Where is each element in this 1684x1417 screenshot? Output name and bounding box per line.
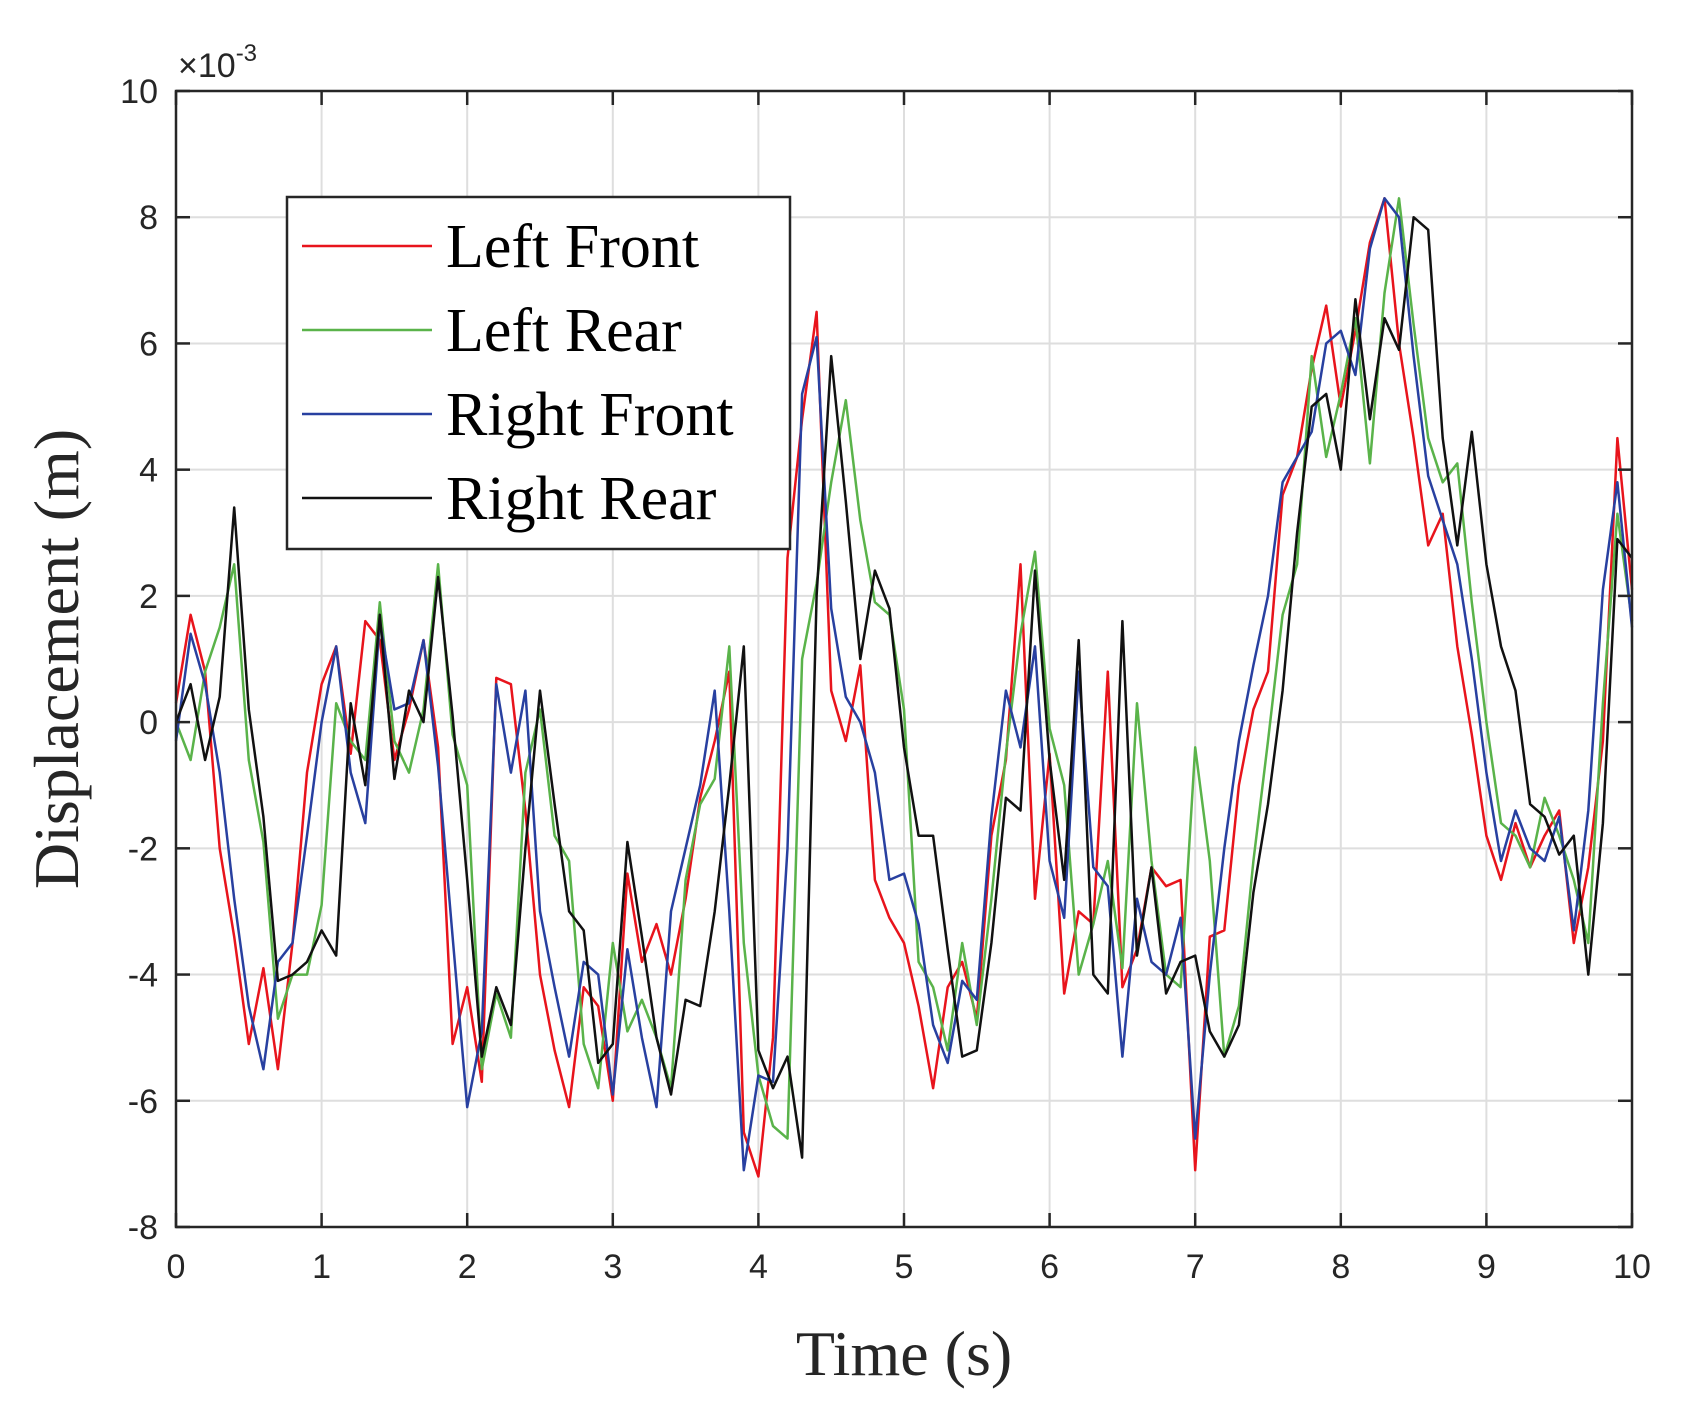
legend-box <box>285 195 792 551</box>
y-tick-label: -2 <box>128 830 158 868</box>
x-tick-label: 2 <box>458 1248 477 1286</box>
legend-label-3: Right Rear <box>446 465 717 533</box>
legend-label-2: Right Front <box>446 381 734 449</box>
x-tick-labels: 0 1 2 3 4 5 6 7 8 9 10 <box>167 1248 1651 1286</box>
y-tick-label: 6 <box>139 325 158 363</box>
y-tick-label: 4 <box>139 452 158 490</box>
y-tick-label: 2 <box>139 578 158 616</box>
y-tick-label: -6 <box>128 1083 158 1121</box>
series-line-1 <box>174 197 1634 1140</box>
x-tick-label: 5 <box>895 1248 914 1286</box>
x-tick-label: 9 <box>1477 1248 1496 1286</box>
axis-ticks <box>174 89 1634 1229</box>
y-tick-label: -8 <box>128 1209 158 1247</box>
legend-label-0: Left Front <box>446 213 699 281</box>
x-axis-title: Time (s) <box>796 1318 1012 1389</box>
x-tick-label: 1 <box>312 1248 331 1286</box>
x-tick-label: 7 <box>1186 1248 1205 1286</box>
legend-label-1: Left Rear <box>446 297 682 365</box>
x-tick-label: 10 <box>1613 1248 1651 1286</box>
y-multiplier: ×10-3 <box>178 40 257 85</box>
x-tick-label: 0 <box>167 1248 186 1286</box>
y-tick-label: -4 <box>128 957 158 995</box>
series-line-2 <box>174 197 1634 1172</box>
y-tick-label: 10 <box>120 73 158 111</box>
series-lines <box>174 197 1634 1178</box>
legend: Left Front Left Rear Right Front Right Rear <box>285 195 792 551</box>
x-tick-label: 3 <box>603 1248 622 1286</box>
x-tick-label: 8 <box>1331 1248 1350 1286</box>
grid-lines <box>176 91 1632 1227</box>
y-tick-label: 8 <box>139 199 158 237</box>
x-tick-label: 6 <box>1040 1248 1059 1286</box>
x-tick-label: 4 <box>749 1248 768 1286</box>
y-tick-label: 0 <box>139 704 158 742</box>
series-line-3 <box>174 215 1633 1159</box>
y-tick-labels: -8 -6 -4 -2 0 2 4 6 8 10 <box>120 73 158 1247</box>
y-axis-title: Displacement (m) <box>21 429 92 889</box>
